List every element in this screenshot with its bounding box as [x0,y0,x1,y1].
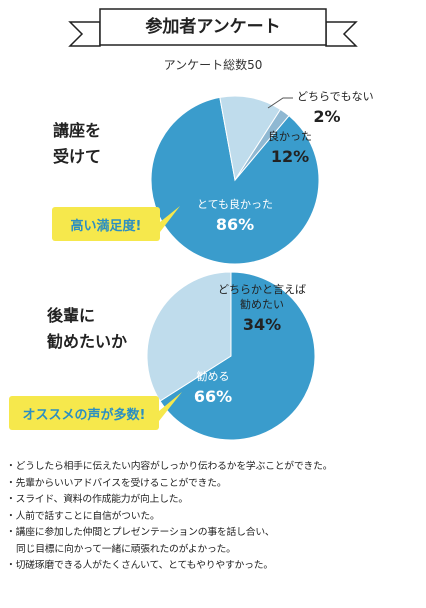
pie-slice-0-1 [219,95,282,182]
pie-slice-label: とても良かった [197,197,273,211]
pie-slice-label: 勧める [197,369,230,383]
comment-item: ・先輩からいいアドバイスを受けることができた。 [6,477,227,489]
callout-recommended: オススメの声が多数! [9,396,159,430]
comment-item: ・どうしたら相手に伝えたい内容がしっかり伝わるかを学ぶことができた。 [6,461,333,472]
comment-item: ・講座に参加した仲間とプレゼンテーションの事を話し合い、 同じ目標に向かって一緒… [6,527,275,555]
pie-slice-label: どちらかと言えば [218,283,306,296]
comment-list: ・どうしたら相手に伝えたい内容がしっかり伝わるかを学ぶことができた。 ・先輩から… [6,459,422,575]
pie-slice-value: 86% [216,215,254,234]
charts-canvas: とても良かった 86% 良かった 12% どちらでもない 2% 勧める 66% どちらかと言えば… [146,90,374,441]
pie-slice-1-0 [159,271,316,441]
question-title-satisfaction: 講座を 受けて [53,118,101,170]
pie-slice-label: 勧めたい [240,297,284,311]
total-responses-label: アンケート総数50 [163,58,263,72]
question-title-line: 受けて [53,147,102,166]
pie-slice-1-1 [146,271,232,402]
banner [68,8,358,47]
pie-slice-value: 12% [271,147,309,166]
pie-slice-value: 66% [194,387,232,406]
pie-slice-0-2 [234,108,290,181]
callout-pointer [160,206,180,232]
pie-slice-label: どちらでもない [297,90,374,103]
pie-slice-value: 2% [313,107,340,126]
pie-slice-value: 34% [243,315,281,334]
page-title: 参加者アンケート [145,17,281,37]
comment-item: ・スライド、資料の作成能力が向上した。 [6,494,188,505]
comment-item: ・人前で話すことに自信がついた。 [6,510,160,522]
comment-item: ・切磋琢磨できる人がたくさんいて、とてもやりやすかった。 [6,560,273,571]
question-title-line: 勧めたいか [47,332,128,351]
question-title-line: 講座を [53,121,102,140]
callout-pointer [159,392,182,421]
question-title-line: 後輩に [47,306,96,325]
leader-line [267,97,293,109]
question-title-recommend: 後輩に 勧めたいか [47,303,127,355]
pie-slice-label: 良かった [268,129,312,143]
banner-box [99,8,327,46]
callout-high-satisfaction: 高い満足度! [52,207,160,241]
